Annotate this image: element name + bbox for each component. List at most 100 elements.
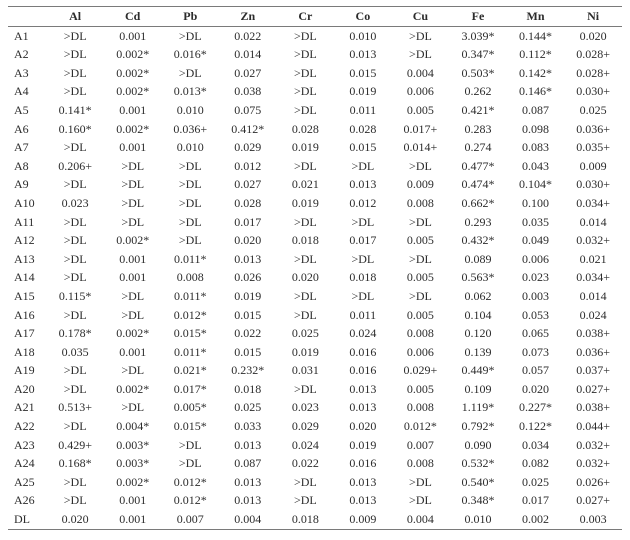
table-row: A4>DL0.002*0.013*0.038>DL0.0190.0060.262… bbox=[8, 82, 622, 101]
row-label: A17 bbox=[8, 324, 46, 343]
cell: 0.025 bbox=[277, 324, 335, 343]
cell: 0.112* bbox=[507, 45, 565, 64]
cell: 0.019 bbox=[334, 436, 392, 455]
cell: >DL bbox=[277, 82, 335, 101]
cell: >DL bbox=[277, 45, 335, 64]
table-row: A60.160*0.002*0.036+0.412*0.0280.0280.01… bbox=[8, 120, 622, 139]
cell: 0.019 bbox=[277, 194, 335, 213]
cell: 0.087 bbox=[507, 101, 565, 120]
row-label: A21 bbox=[8, 398, 46, 417]
table-row: A2>DL0.002*0.016*0.014>DL0.013>DL0.347*0… bbox=[8, 45, 622, 64]
cell: >DL bbox=[161, 436, 219, 455]
cell: 0.016 bbox=[334, 361, 392, 380]
col-Cd: Cd bbox=[104, 7, 162, 27]
cell: 0.011* bbox=[161, 250, 219, 269]
cell: 0.001 bbox=[104, 138, 162, 157]
col-Ni: Ni bbox=[564, 7, 622, 27]
cell: 0.010 bbox=[449, 510, 507, 529]
cell: >DL bbox=[104, 213, 162, 232]
cell: 0.227* bbox=[507, 398, 565, 417]
cell: >DL bbox=[161, 26, 219, 45]
cell: 0.017 bbox=[219, 213, 277, 232]
table-row: A25>DL0.002*0.012*0.013>DL0.013>DL0.540*… bbox=[8, 473, 622, 492]
cell: 0.016* bbox=[161, 45, 219, 64]
row-label: A23 bbox=[8, 436, 46, 455]
cell: 0.018 bbox=[219, 380, 277, 399]
cell: 0.003* bbox=[104, 454, 162, 473]
cell: >DL bbox=[392, 287, 450, 306]
row-label: A20 bbox=[8, 380, 46, 399]
cell: >DL bbox=[161, 194, 219, 213]
cell: 0.013 bbox=[219, 491, 277, 510]
cell: 0.001 bbox=[104, 101, 162, 120]
cell: >DL bbox=[161, 213, 219, 232]
cell: >DL bbox=[334, 213, 392, 232]
row-label: A19 bbox=[8, 361, 46, 380]
cell: 0.020 bbox=[46, 510, 104, 529]
cell: 0.005* bbox=[161, 398, 219, 417]
cell: 0.020 bbox=[564, 26, 622, 45]
cell: 0.002* bbox=[104, 473, 162, 492]
table-body: A1>DL0.001>DL0.022>DL0.010>DL3.039*0.144… bbox=[8, 26, 622, 529]
cell: 0.002* bbox=[104, 380, 162, 399]
cell: 0.139 bbox=[449, 343, 507, 362]
cell: 0.024 bbox=[564, 306, 622, 325]
cell: 0.012* bbox=[161, 473, 219, 492]
row-label: A18 bbox=[8, 343, 46, 362]
cell: 0.001 bbox=[104, 343, 162, 362]
cell: 0.011 bbox=[334, 101, 392, 120]
cell: 0.022 bbox=[277, 454, 335, 473]
cell: 0.002* bbox=[104, 120, 162, 139]
cell: 0.792* bbox=[449, 417, 507, 436]
cell: 0.087 bbox=[219, 454, 277, 473]
table-row: A150.115*>DL0.011*0.019>DL>DL>DL0.0620.0… bbox=[8, 287, 622, 306]
cell: 0.008 bbox=[392, 194, 450, 213]
cell: 0.025 bbox=[219, 398, 277, 417]
cell: 0.014 bbox=[219, 45, 277, 64]
cell: 0.027 bbox=[219, 175, 277, 194]
cell: >DL bbox=[46, 268, 104, 287]
cell: 0.005 bbox=[392, 101, 450, 120]
cell: 0.014 bbox=[564, 213, 622, 232]
row-label: A4 bbox=[8, 82, 46, 101]
cell: 0.082 bbox=[507, 454, 565, 473]
cell: 0.024 bbox=[334, 324, 392, 343]
cell: 0.007 bbox=[392, 436, 450, 455]
cell: >DL bbox=[46, 491, 104, 510]
cell: >DL bbox=[392, 45, 450, 64]
cell: 0.073 bbox=[507, 343, 565, 362]
cell: 0.029+ bbox=[392, 361, 450, 380]
table-row: A80.206+>DL>DL0.012>DL>DL>DL0.477*0.0430… bbox=[8, 157, 622, 176]
cell: 3.039* bbox=[449, 26, 507, 45]
cell: 0.009 bbox=[564, 157, 622, 176]
cell: >DL bbox=[161, 175, 219, 194]
cell: 0.013 bbox=[334, 380, 392, 399]
cell: 0.017* bbox=[161, 380, 219, 399]
table-row: A11>DL>DL>DL0.017>DL>DL>DL0.2930.0350.01… bbox=[8, 213, 622, 232]
table-row: DL0.0200.0010.0070.0040.0180.0090.0040.0… bbox=[8, 510, 622, 529]
cell: 0.008 bbox=[392, 398, 450, 417]
cell: 0.009 bbox=[392, 175, 450, 194]
cell: 0.038+ bbox=[564, 324, 622, 343]
table-row: A230.429+0.003*>DL0.0130.0240.0190.0070.… bbox=[8, 436, 622, 455]
cell: >DL bbox=[46, 82, 104, 101]
cell: 0.011* bbox=[161, 287, 219, 306]
cell: 0.347* bbox=[449, 45, 507, 64]
cell: >DL bbox=[392, 473, 450, 492]
cell: 0.038 bbox=[219, 82, 277, 101]
table-row: A100.023>DL>DL0.0280.0190.0120.0080.662*… bbox=[8, 194, 622, 213]
cell: 0.348* bbox=[449, 491, 507, 510]
cell: 0.010 bbox=[161, 101, 219, 120]
header-blank bbox=[8, 7, 46, 27]
cell: 0.027 bbox=[219, 64, 277, 83]
cell: 0.540* bbox=[449, 473, 507, 492]
cell: 0.013 bbox=[334, 398, 392, 417]
cell: 0.020 bbox=[334, 417, 392, 436]
col-Al: Al bbox=[46, 7, 104, 27]
cell: 0.015* bbox=[161, 324, 219, 343]
cell: 0.012* bbox=[161, 491, 219, 510]
cell: 0.168* bbox=[46, 454, 104, 473]
cell: 0.089 bbox=[449, 250, 507, 269]
row-label: A16 bbox=[8, 306, 46, 325]
cell: 0.023 bbox=[277, 398, 335, 417]
